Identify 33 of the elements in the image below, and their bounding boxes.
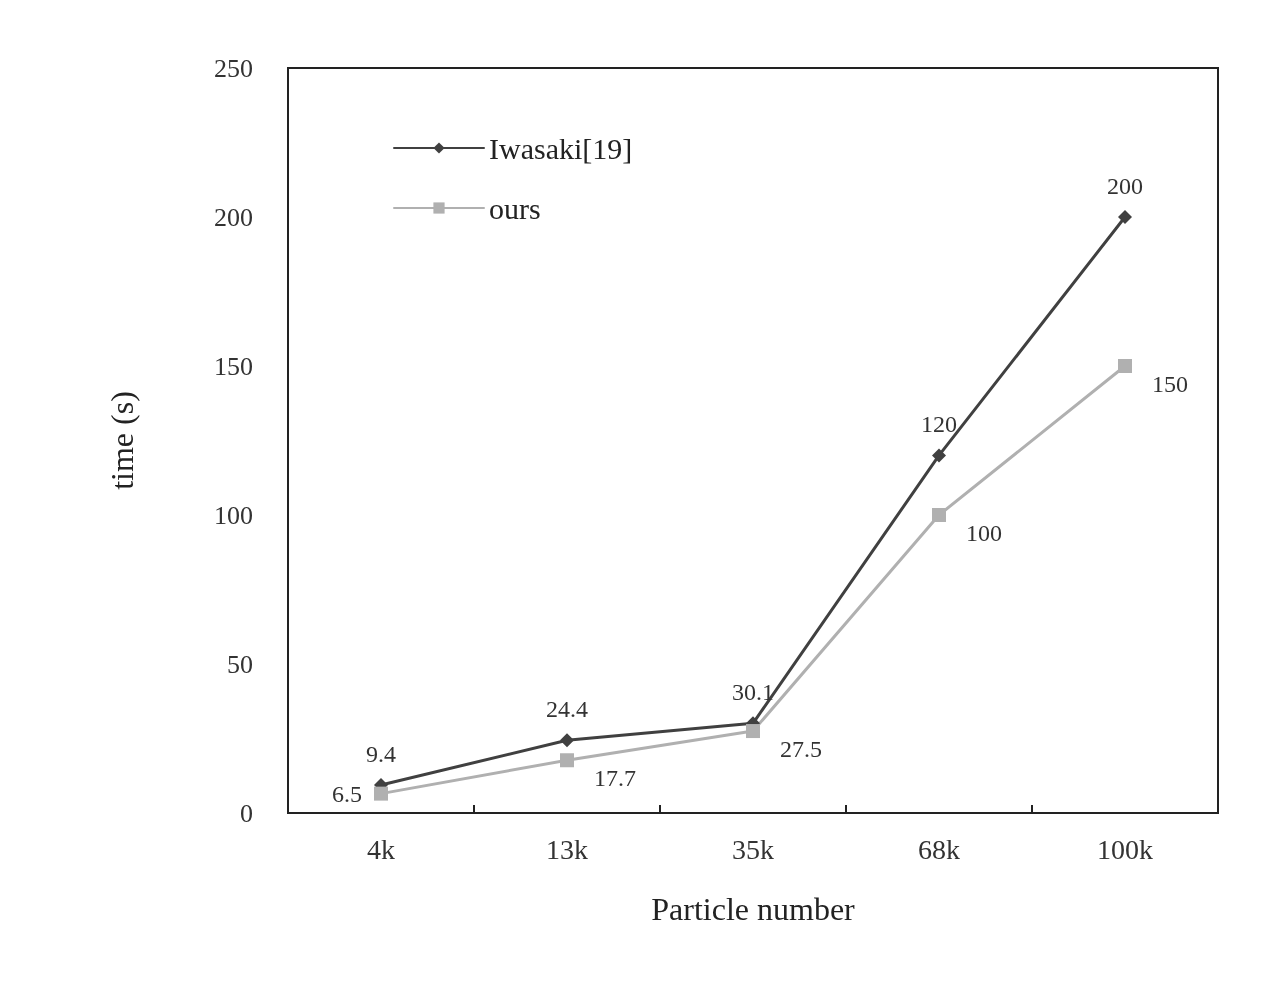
y-tick-label: 150	[214, 351, 253, 381]
point	[746, 724, 760, 739]
data-label: 150	[1152, 371, 1188, 397]
data-label: 17.7	[594, 765, 636, 792]
data-label: 30.1	[732, 679, 774, 706]
data-label: 9.4	[366, 740, 396, 767]
legend-label: ours	[489, 191, 541, 225]
data-label: 100	[966, 520, 1002, 546]
point	[374, 786, 388, 801]
data-label: 6.5	[332, 780, 362, 807]
point	[932, 448, 946, 463]
y-tick-label: 200	[214, 202, 253, 232]
point	[1118, 210, 1132, 224]
data-label: 24.4	[546, 696, 588, 723]
y-tick-label: 250	[214, 53, 253, 83]
point	[1118, 359, 1132, 373]
x-tick-label: 13k	[546, 833, 588, 865]
y-tick-label: 50	[227, 649, 253, 679]
point	[560, 753, 574, 768]
y-axis-title: time (s)	[104, 391, 140, 490]
x-tick-label: 100k	[1097, 833, 1153, 865]
x-tick-label: 68k	[918, 833, 960, 865]
data-label: 200	[1107, 173, 1143, 199]
data-label: 27.5	[780, 736, 822, 763]
point	[932, 508, 946, 522]
point	[560, 733, 574, 748]
x-axis-title: Particle number	[651, 891, 856, 927]
legend-label: Iwasaki[19]	[489, 131, 633, 165]
y-tick-label: 100	[214, 500, 253, 530]
x-tick-label: 4k	[367, 833, 395, 865]
data-label: 120	[921, 411, 957, 438]
x-tick-label: 35k	[732, 833, 774, 865]
y-tick-label: 0	[240, 798, 253, 828]
